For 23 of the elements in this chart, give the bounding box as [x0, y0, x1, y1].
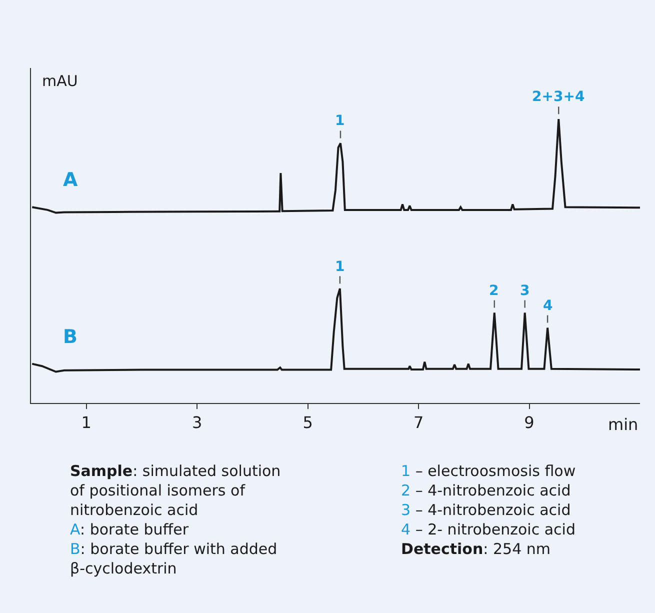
text: 1 – electroosmosis flow — [401, 462, 576, 480]
series-label: A — [63, 169, 78, 191]
text: 4 – 2- nitrobenzoic acid — [401, 520, 576, 538]
annotation: 4 — [543, 298, 553, 314]
annotation: 3 — [520, 283, 530, 299]
x-tick-label: 1 — [81, 413, 92, 432]
x-tick-label: 3 — [192, 413, 202, 432]
x-tick-label: 9 — [524, 413, 534, 432]
y-axis-title: mAU — [42, 72, 78, 90]
annotation: 1 — [335, 259, 345, 275]
x-tick-label: 5 — [302, 413, 313, 432]
text: Sample: simulated solution of positional isomers of nitrobenzoic acid — [70, 462, 281, 519]
annotation: 2 — [489, 283, 499, 299]
text: 3 – 4-nitrobenzoic acid — [401, 501, 571, 519]
text: B: borate buffer with added β-cyclodextrin — [70, 540, 278, 578]
annotation: 1 — [335, 113, 345, 129]
text: Detection: 254 nm — [401, 540, 550, 558]
annotation: 2+3+4 — [532, 89, 585, 105]
text: 2 – 4-nitrobenzoic acid — [401, 482, 571, 500]
series-label: B — [63, 326, 78, 348]
text: A: borate buffer — [70, 520, 190, 538]
x-axis-title: min — [608, 415, 638, 434]
x-tick-label: 7 — [413, 413, 424, 432]
